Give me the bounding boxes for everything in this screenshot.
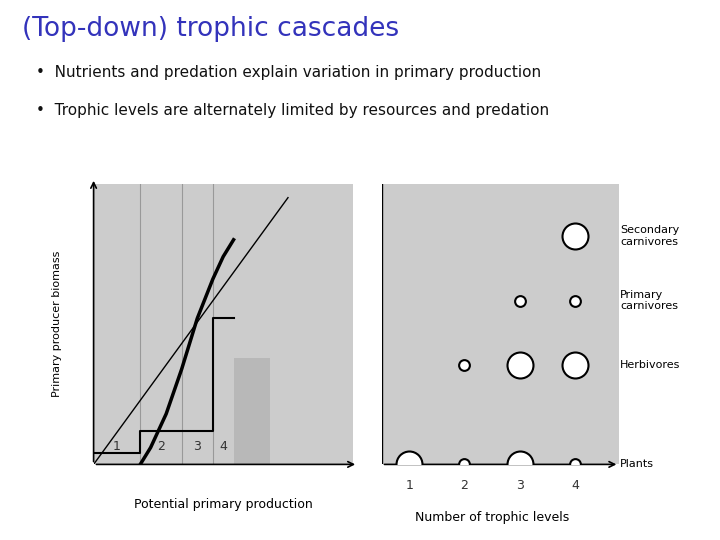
Point <box>514 296 526 305</box>
Point <box>570 296 581 305</box>
Point <box>514 460 526 469</box>
Text: 4: 4 <box>571 479 579 492</box>
Text: Plants: Plants <box>621 460 654 469</box>
Text: 1: 1 <box>113 440 121 453</box>
Text: 4: 4 <box>220 440 227 453</box>
Text: •  Nutrients and predation explain variation in primary production: • Nutrients and predation explain variat… <box>36 65 541 80</box>
Text: Herbivores: Herbivores <box>621 360 680 370</box>
Point <box>570 232 581 241</box>
Point <box>570 460 581 469</box>
Point <box>403 460 415 469</box>
Text: 3: 3 <box>516 479 523 492</box>
Text: Secondary
carnivores: Secondary carnivores <box>621 226 680 247</box>
Text: Number of trophic levels: Number of trophic levels <box>415 511 570 524</box>
Text: 2: 2 <box>461 479 469 492</box>
Bar <box>233 357 270 464</box>
Text: Primary
carnivores: Primary carnivores <box>621 290 678 312</box>
Point <box>459 460 470 469</box>
Text: Primary producer biomass: Primary producer biomass <box>53 251 63 397</box>
Text: Potential primary production: Potential primary production <box>134 498 312 511</box>
Point <box>514 361 526 369</box>
Text: •  Trophic levels are alternately limited by resources and predation: • Trophic levels are alternately limited… <box>36 103 549 118</box>
Text: 1: 1 <box>405 479 413 492</box>
Point <box>459 361 470 369</box>
Point <box>570 361 581 369</box>
Text: (Top-down) trophic cascades: (Top-down) trophic cascades <box>22 16 399 42</box>
Text: 3: 3 <box>194 440 201 453</box>
Text: 2: 2 <box>157 440 165 453</box>
